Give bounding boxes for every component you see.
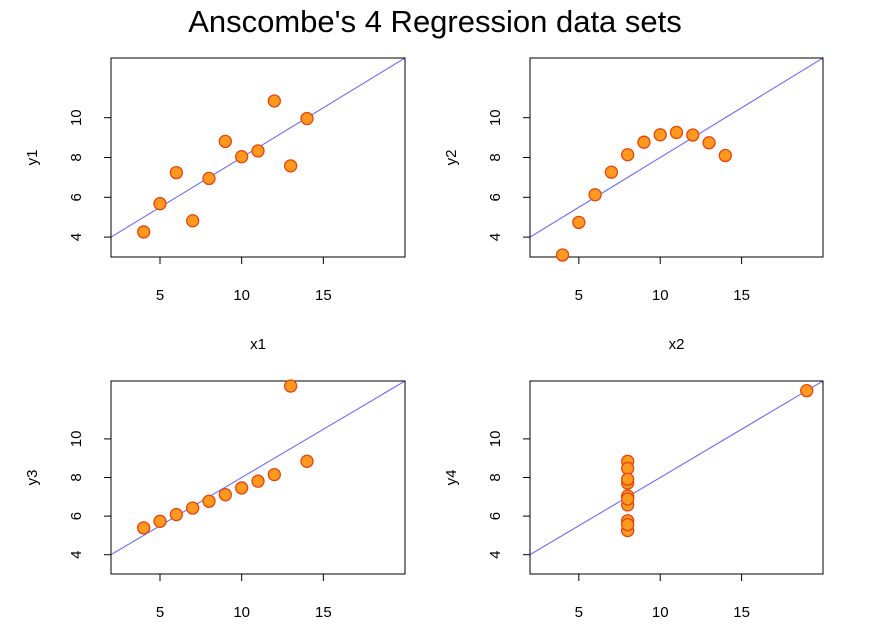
y-tick-label: 10	[68, 109, 85, 126]
data-point	[153, 514, 167, 528]
data-point	[686, 128, 700, 142]
data-point	[235, 481, 249, 495]
plot-frame	[529, 380, 824, 575]
data-point	[202, 171, 216, 186]
data-point	[702, 136, 716, 150]
data-point	[218, 134, 232, 149]
x-tick-label: 10	[652, 287, 669, 304]
y-tick-label: 10	[487, 431, 504, 448]
panel-4: 5 10 15 4 6 8 10 y4	[443, 380, 824, 621]
data-point	[284, 159, 298, 173]
data-point	[235, 150, 249, 164]
x-tick-label: 15	[315, 604, 332, 621]
data-point	[137, 225, 151, 239]
y-tick-label: 4	[68, 551, 85, 559]
x-tick-label: 5	[575, 287, 583, 304]
y-tick-label: 6	[487, 512, 504, 520]
data-point	[800, 383, 814, 398]
data-point	[218, 488, 232, 502]
data-point	[169, 507, 183, 522]
x-axis-label: x2	[669, 336, 685, 353]
data-point	[621, 492, 635, 506]
data-point	[588, 188, 602, 202]
data-point	[169, 165, 183, 180]
y-tick-label: 8	[68, 473, 85, 481]
y-tick-label: 6	[487, 193, 504, 201]
chart-title: Anscombe's 4 Regression data sets	[188, 4, 682, 39]
data-point	[604, 165, 619, 179]
y-tick-label: 6	[68, 512, 85, 520]
y-tick-label: 4	[487, 233, 504, 241]
data-point	[153, 197, 167, 211]
data-point	[621, 472, 635, 486]
data-point	[555, 248, 570, 262]
data-point	[300, 454, 314, 468]
panel-2: 5 10 15 4 6 8 10 x2 y2	[443, 57, 824, 353]
data-point	[653, 128, 667, 142]
x-tick-label: 10	[233, 604, 250, 621]
y-tick-label: 8	[487, 153, 504, 161]
data-point	[202, 494, 216, 508]
data-point	[637, 135, 651, 149]
y-axis-label: y2	[443, 150, 460, 166]
y-tick-label: 10	[68, 431, 85, 448]
panel-3: 5 10 15 4 6 8 10 y3	[24, 379, 406, 621]
y-axis-label: y4	[443, 470, 460, 486]
y-tick-label: 8	[487, 473, 504, 481]
data-point	[300, 111, 314, 126]
data-point	[267, 467, 281, 482]
data-point	[186, 214, 200, 228]
x-axis-label: x1	[250, 336, 266, 353]
plot-frame	[529, 57, 824, 258]
x-tick-label: 5	[156, 604, 164, 621]
data-point	[284, 379, 298, 393]
data-point	[267, 94, 281, 108]
data-point	[621, 517, 635, 532]
x-tick-label: 15	[315, 287, 332, 304]
x-tick-label: 5	[575, 604, 583, 621]
x-tick-label: 5	[156, 287, 164, 304]
data-point	[621, 148, 635, 162]
y-tick-label: 6	[68, 193, 85, 201]
y-axis-label: y3	[24, 470, 41, 486]
y-tick-label: 8	[68, 153, 85, 161]
regression-line	[530, 381, 823, 556]
panel-1: 5 10 15 4 6 8 10 x1 y1	[24, 57, 406, 353]
x-tick-label: 15	[733, 604, 750, 621]
y-axis-label: y1	[24, 150, 41, 166]
data-point	[251, 144, 265, 158]
regression-line	[111, 381, 405, 556]
data-point	[137, 521, 151, 535]
data-point	[718, 148, 732, 163]
data-point	[251, 474, 265, 488]
x-tick-label: 10	[652, 604, 669, 621]
data-point	[186, 501, 200, 515]
x-tick-label: 15	[733, 287, 750, 304]
data-point	[669, 125, 684, 140]
y-tick-label: 4	[68, 233, 85, 241]
regression-line	[530, 58, 823, 238]
data-point	[572, 215, 586, 230]
y-tick-label: 4	[487, 551, 504, 559]
x-tick-label: 10	[233, 287, 250, 304]
y-tick-label: 10	[487, 109, 504, 126]
